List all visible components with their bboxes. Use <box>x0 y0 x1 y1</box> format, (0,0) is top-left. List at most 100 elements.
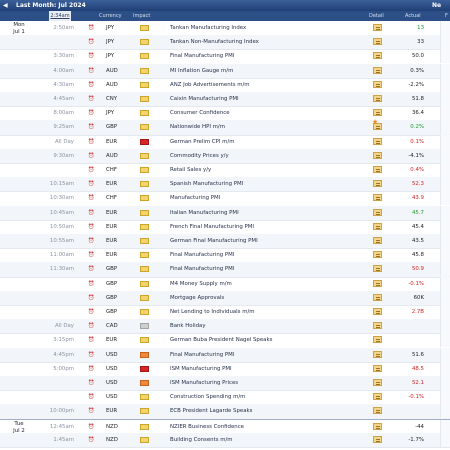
event-title[interactable]: German Final Manufacturing PMI <box>170 238 258 244</box>
event-title[interactable]: Bank Holiday <box>170 323 206 330</box>
event-title[interactable]: Caixin Manufacturing PMI <box>170 96 239 102</box>
table-row[interactable]: ⏰ CHF Retail Sales y/y 0.4% <box>0 163 450 179</box>
event-title[interactable]: ECB President Lagarde Speaks <box>170 408 253 415</box>
table-row[interactable]: All Day ⏰ EUR German Prelim CPI m/m 0.1% <box>0 134 450 150</box>
detail-folder-icon[interactable] <box>373 137 382 145</box>
alarm-icon[interactable]: ⏰ <box>88 167 95 173</box>
detail-folder-icon[interactable] <box>373 80 382 88</box>
alarm-icon[interactable]: ⏰ <box>88 380 95 386</box>
alarm-icon[interactable]: ⏰ <box>88 323 95 330</box>
alarm-icon[interactable]: ⏰ <box>88 53 95 60</box>
event-title[interactable]: ISM Manufacturing Prices <box>170 380 239 386</box>
table-row[interactable]: 4:45am ⏰ CNY Caixin Manufacturing PMI 51.8 <box>0 92 450 108</box>
table-row[interactable]: 10:00pm ⏰ EUR ECB President Lagarde Speaks <box>0 404 450 420</box>
detail-folder-icon[interactable] <box>373 393 382 401</box>
table-row[interactable]: 10:55am ⏰ EUR German Final Manufacturing PM… <box>0 234 450 250</box>
table-row[interactable]: 10:30am ⏰ CHF Manufacturing PMI 43.9 <box>0 191 450 207</box>
detail-folder-icon[interactable] <box>373 109 382 117</box>
table-row[interactable]: ⏰ GBP M4 Money Supply m/m -0.1% <box>0 276 450 292</box>
alarm-icon[interactable]: ⏰ <box>88 96 95 102</box>
detail-folder-icon[interactable] <box>373 279 382 287</box>
event-title[interactable]: Tankan Manufacturing Index <box>170 25 247 31</box>
event-title[interactable]: ISM Manufacturing PMI <box>170 365 232 372</box>
event-title[interactable]: Consumer Confidence <box>170 110 230 117</box>
table-row[interactable]: 4:45pm ⏰ USD Final Manufacturing PMI 51.6 <box>0 347 450 363</box>
table-row[interactable]: 11:00am ⏰ EUR Final Manufacturing PMI 45.8 <box>0 248 450 264</box>
event-title[interactable]: German Buba President Nagel Speaks <box>170 337 273 344</box>
detail-folder-icon[interactable] <box>373 194 382 202</box>
table-row[interactable]: 8:00am ⏰ JPY Consumer Confidence 36.4 <box>0 106 450 122</box>
table-row[interactable]: ⏰ USD Construction Spending m/m -0.1% <box>0 390 450 406</box>
table-row[interactable]: 5:00pm ⏰ USD ISM Manufacturing PMI 48.5 <box>0 361 450 377</box>
alarm-icon[interactable]: ⏰ <box>88 67 95 74</box>
detail-folder-icon[interactable] <box>373 180 382 188</box>
alarm-icon[interactable]: ⏰ <box>88 408 95 415</box>
event-title[interactable]: Building Consents m/m <box>170 436 233 443</box>
alarm-icon[interactable]: ⏰ <box>88 39 95 46</box>
event-title[interactable]: Construction Spending m/m <box>170 394 246 401</box>
table-row[interactable]: Mon Jul 1 2:50am ⏰ JPY Tankan Manufacturing I… <box>0 21 450 37</box>
detail-folder-icon[interactable] <box>373 364 382 372</box>
alarm-icon[interactable]: ⏰ <box>88 423 95 430</box>
table-row[interactable]: 1:45am ⏰ NZD Building Consents m/m -1.7% <box>0 432 450 448</box>
event-title[interactable]: Tankan Non-Manufacturing Index <box>170 39 259 46</box>
table-row[interactable]: 4:00am ⏰ AUD MI Inflation Gauge m/m 0.3% <box>0 63 450 79</box>
alarm-icon[interactable]: ⏰ <box>88 394 95 401</box>
event-title[interactable]: Net Lending to Individuals m/m <box>170 309 255 315</box>
detail-folder-icon[interactable] <box>373 66 382 74</box>
event-title[interactable]: NZIER Business Confidence <box>170 423 244 430</box>
alarm-icon[interactable]: ⏰ <box>88 124 95 131</box>
detail-folder-icon[interactable] <box>373 293 382 301</box>
detail-folder-icon[interactable] <box>373 379 382 386</box>
detail-folder-icon[interactable] <box>373 95 382 102</box>
event-title[interactable]: MI Inflation Gauge m/m <box>170 67 234 74</box>
event-title[interactable]: German Prelim CPI m/m <box>170 138 235 145</box>
event-title[interactable]: Mortgage Approvals <box>170 294 225 301</box>
next-month-link[interactable]: Ne <box>432 2 442 9</box>
detail-folder-icon[interactable] <box>373 251 382 259</box>
detail-folder-icon[interactable] <box>373 308 382 315</box>
table-row[interactable]: ⏰ GBP Mortgage Approvals 60K <box>0 290 450 306</box>
detail-folder-icon[interactable] <box>373 208 382 216</box>
detail-folder-icon[interactable] <box>373 322 382 330</box>
alarm-icon[interactable]: ⏰ <box>88 223 95 230</box>
event-title[interactable]: ANZ Job Advertisements m/m <box>170 81 250 88</box>
table-row[interactable]: 3:30am ⏰ JPY Final Manufacturing PMI 50.0 <box>0 49 450 65</box>
event-title[interactable]: Manufacturing PMI <box>170 195 221 202</box>
table-row[interactable]: 9:30am ⏰ AUD Commodity Prices y/y -4.1% <box>0 148 450 164</box>
detail-folder-icon[interactable] <box>373 237 382 244</box>
alarm-icon[interactable]: ⏰ <box>88 238 95 244</box>
alarm-icon[interactable]: ⏰ <box>88 181 95 188</box>
table-row[interactable]: ⏰ JPY Tankan Non-Manufacturing Index 33 <box>0 35 450 51</box>
detail-folder-icon[interactable] <box>373 435 382 443</box>
detail-folder-icon[interactable] <box>373 336 382 344</box>
alarm-icon[interactable]: ⏰ <box>88 25 95 31</box>
alarm-icon[interactable]: ⏰ <box>88 266 95 273</box>
table-row[interactable]: ⏰ GBP Net Lending to Individuals m/m 2.7B <box>0 305 450 321</box>
detail-folder-icon[interactable] <box>373 350 382 358</box>
alarm-icon[interactable]: ⏰ <box>88 209 95 216</box>
event-title[interactable]: French Final Manufacturing PMI <box>170 223 255 230</box>
table-row[interactable]: 9:25am ⏰ GBP Nationwide HPI m/m 0.2% <box>0 119 450 136</box>
alarm-icon[interactable]: ⏰ <box>88 195 95 202</box>
alarm-icon[interactable]: ⏰ <box>88 252 95 259</box>
table-row[interactable]: 3:15pm ⏰ EUR German Buba President Nagel Sp… <box>0 333 450 349</box>
detail-folder-icon[interactable] <box>373 422 382 430</box>
event-title[interactable]: Final Manufacturing PMI <box>170 266 235 273</box>
event-title[interactable]: Final Manufacturing PMI <box>170 53 235 60</box>
event-title[interactable]: Retail Sales y/y <box>170 167 212 173</box>
detail-folder-icon[interactable] <box>373 38 382 46</box>
table-row[interactable]: 10:45am ⏰ EUR Italian Manufacturing PMI 45.7 <box>0 205 450 221</box>
current-time-header[interactable]: 2:34am <box>49 11 71 21</box>
detail-folder-icon[interactable] <box>372 119 382 131</box>
alarm-icon[interactable]: ⏰ <box>88 294 95 301</box>
event-title[interactable]: M4 Money Supply m/m <box>170 280 232 287</box>
detail-folder-icon[interactable] <box>373 24 382 31</box>
alarm-icon[interactable]: ⏰ <box>88 110 95 117</box>
event-title[interactable]: Italian Manufacturing PMI <box>170 209 239 216</box>
event-title[interactable]: Final Manufacturing PMI <box>170 351 235 358</box>
alarm-icon[interactable]: ⏰ <box>88 81 95 88</box>
detail-folder-icon[interactable] <box>373 52 382 60</box>
detail-folder-icon[interactable] <box>373 407 382 415</box>
alarm-icon[interactable]: ⏰ <box>88 351 95 358</box>
